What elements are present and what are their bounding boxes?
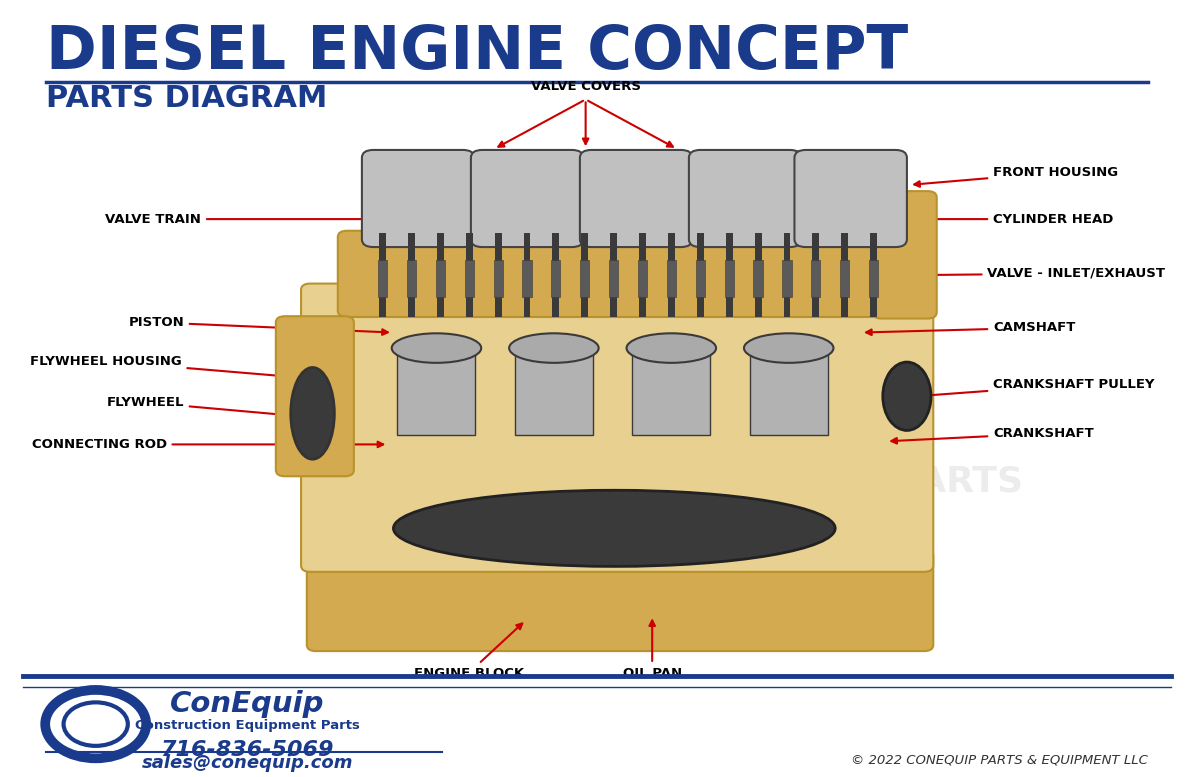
FancyBboxPatch shape	[872, 191, 937, 319]
Text: ENGINE BLOCK: ENGINE BLOCK	[414, 623, 523, 680]
FancyBboxPatch shape	[307, 549, 934, 651]
Ellipse shape	[744, 333, 834, 363]
Bar	[551, 260, 560, 297]
Text: 716-836-5069: 716-836-5069	[161, 740, 334, 760]
Ellipse shape	[883, 362, 931, 430]
Bar	[515, 346, 593, 435]
Bar	[841, 233, 848, 317]
Text: CONNECTING ROD: CONNECTING ROD	[31, 438, 383, 451]
Bar	[493, 260, 503, 297]
Bar	[466, 233, 473, 317]
Bar	[464, 260, 474, 297]
Bar	[811, 260, 821, 297]
Bar	[750, 346, 828, 435]
Bar	[755, 233, 762, 317]
Bar	[725, 260, 733, 297]
Text: DIESEL ENGINE CONCEPT: DIESEL ENGINE CONCEPT	[47, 23, 908, 82]
FancyBboxPatch shape	[689, 150, 802, 247]
Bar	[437, 233, 444, 317]
Bar	[378, 260, 388, 297]
Bar	[632, 346, 710, 435]
Bar	[726, 233, 733, 317]
Bar	[638, 260, 647, 297]
Bar	[552, 233, 559, 317]
Text: PARTS DIAGRAM: PARTS DIAGRAM	[47, 84, 328, 113]
FancyBboxPatch shape	[470, 150, 583, 247]
FancyBboxPatch shape	[276, 316, 354, 476]
Bar	[379, 233, 386, 317]
Bar	[580, 260, 589, 297]
Bar	[436, 260, 445, 297]
Bar	[408, 233, 415, 317]
Bar	[668, 233, 674, 317]
Ellipse shape	[394, 490, 835, 566]
Bar	[754, 260, 763, 297]
Bar	[812, 233, 820, 317]
FancyBboxPatch shape	[794, 150, 907, 247]
Bar	[397, 346, 475, 435]
Bar	[523, 233, 530, 317]
Bar	[522, 260, 532, 297]
Text: FLYWHEEL: FLYWHEEL	[107, 396, 314, 420]
Bar	[640, 233, 646, 317]
FancyBboxPatch shape	[580, 150, 692, 247]
Bar	[784, 233, 791, 317]
Bar	[407, 260, 416, 297]
Bar	[870, 233, 877, 317]
Bar	[610, 260, 618, 297]
Text: VALVE TRAIN: VALVE TRAIN	[106, 213, 383, 225]
Text: CRANKSHAFT PULLEY: CRANKSHAFT PULLEY	[922, 378, 1154, 399]
Bar	[696, 260, 704, 297]
Text: ConEquip: ConEquip	[170, 690, 324, 718]
FancyBboxPatch shape	[301, 284, 934, 572]
Text: sales@conequip.com: sales@conequip.com	[142, 754, 353, 772]
Ellipse shape	[290, 368, 335, 459]
Bar	[869, 260, 878, 297]
Text: CYLINDER HEAD: CYLINDER HEAD	[864, 213, 1114, 225]
Bar	[782, 260, 792, 297]
Bar	[494, 233, 502, 317]
Text: FLYWHEEL HOUSING: FLYWHEEL HOUSING	[30, 355, 314, 381]
Text: OIL PAN: OIL PAN	[623, 621, 682, 680]
Bar	[697, 233, 703, 317]
FancyBboxPatch shape	[337, 231, 901, 317]
Text: CONSTRUCTION EQUIPMENT PARTS: CONSTRUCTION EQUIPMENT PARTS	[308, 465, 1024, 499]
Bar	[610, 233, 617, 317]
Ellipse shape	[626, 333, 716, 363]
Text: © 2022 CONEQUIP PARTS & EQUIPMENT LLC: © 2022 CONEQUIP PARTS & EQUIPMENT LLC	[851, 754, 1148, 767]
Text: FRONT HOUSING: FRONT HOUSING	[914, 166, 1118, 186]
FancyBboxPatch shape	[362, 150, 474, 247]
Text: VALVE - INLET/EXHAUST: VALVE - INLET/EXHAUST	[852, 267, 1165, 280]
Text: CAMSHAFT: CAMSHAFT	[866, 322, 1075, 335]
Text: Construction Equipment Parts: Construction Equipment Parts	[134, 719, 360, 732]
Bar	[667, 260, 676, 297]
Ellipse shape	[509, 333, 599, 363]
Bar	[840, 260, 850, 297]
Text: PISTON: PISTON	[128, 316, 388, 335]
Text: CRANKSHAFT: CRANKSHAFT	[892, 427, 1093, 444]
Bar	[581, 233, 588, 317]
Text: VALVE COVERS: VALVE COVERS	[530, 80, 641, 93]
Ellipse shape	[391, 333, 481, 363]
